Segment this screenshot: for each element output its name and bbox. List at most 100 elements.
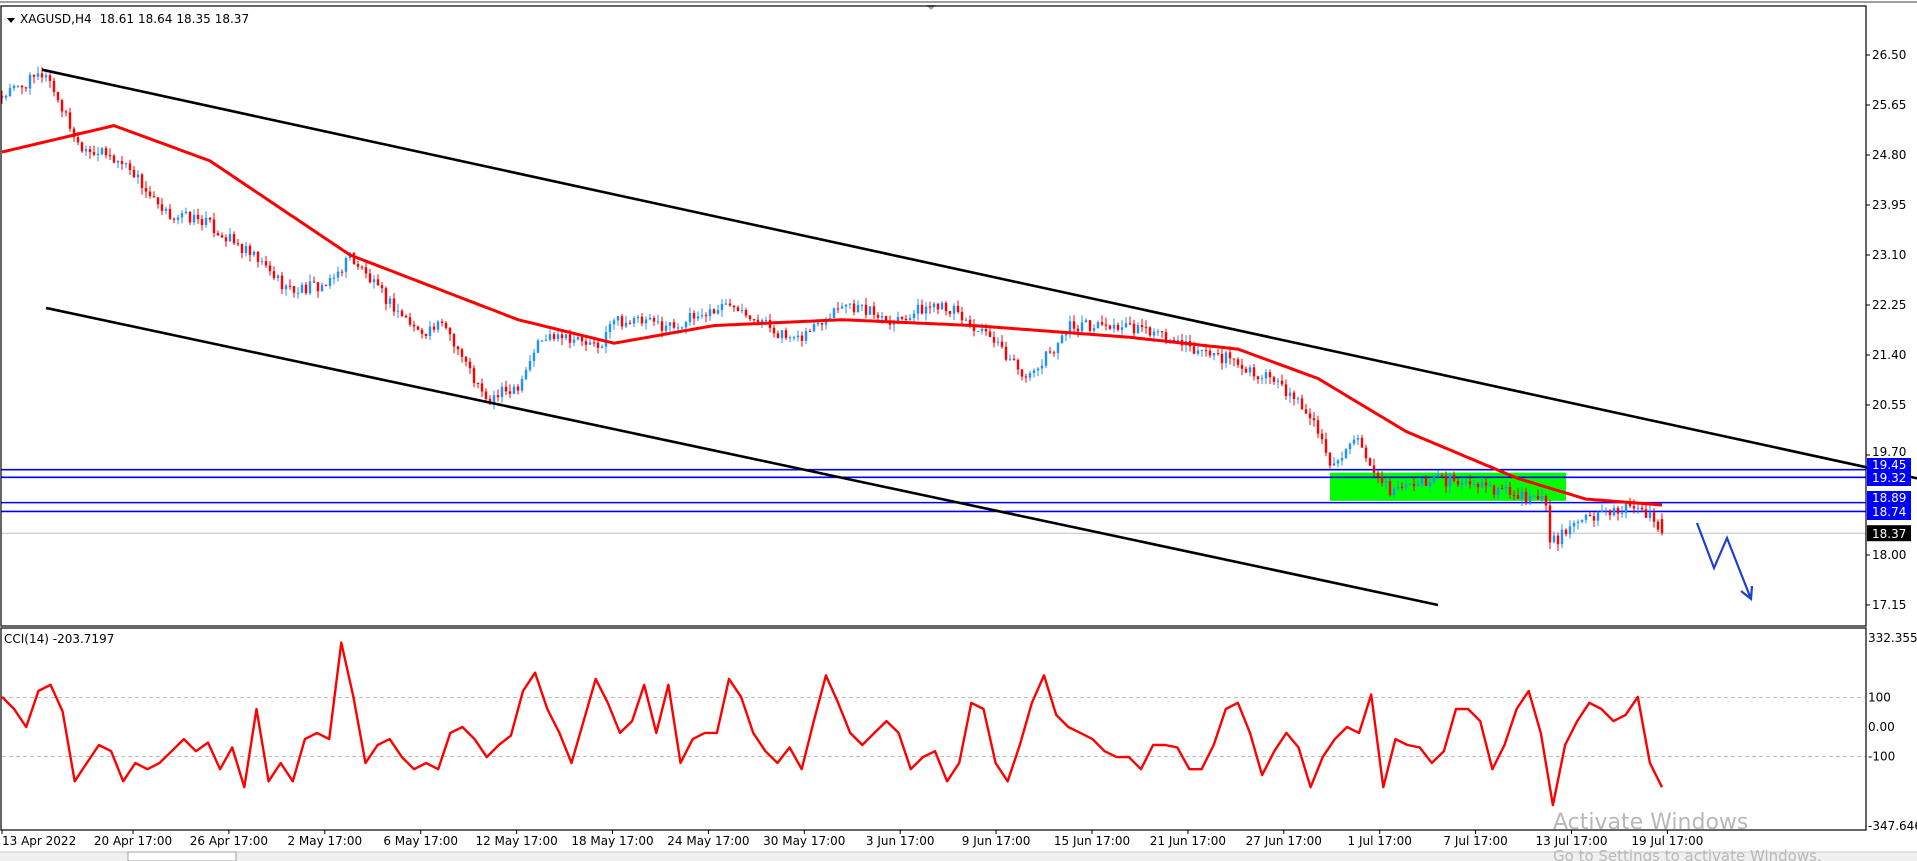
candle-body [868,306,872,315]
candle-body [488,398,492,403]
candle-body [1108,325,1112,329]
horizontal-levels[interactable] [1,468,1866,534]
candle-body [668,322,672,326]
candle-body [364,267,368,274]
candle-body [1284,384,1288,397]
cci-tick-label: 100 [1868,691,1891,705]
time-tick-label: 21 Jun 17:00 [1150,834,1226,848]
level-price-label: 18.74 [1872,505,1906,519]
candle-body [1488,485,1492,487]
candle-body [988,331,992,338]
candle-body [584,341,588,345]
candle-body [1020,369,1024,377]
chart-tab-active[interactable] [127,851,237,861]
candle-body [196,214,200,220]
candle-body [1040,365,1044,369]
candle-body [312,281,316,283]
candle-body [456,346,460,350]
candle-body [1316,420,1320,434]
candle-body [700,315,704,317]
candle-body [1372,465,1376,473]
candle-body [852,303,856,313]
candle-body [792,337,796,339]
level-price-badge [1867,458,1911,486]
candle-body [1256,376,1260,380]
candle-body [40,73,44,78]
candle-body [600,346,604,348]
trendlines[interactable] [41,68,1917,607]
candle-body [872,306,876,315]
time-tick-label: 2 May 17:00 [287,834,362,848]
bearish-arrow-drawing[interactable] [1695,522,1754,602]
time-tick-label: 15 Jun 17:00 [1054,834,1130,848]
candles [0,66,1664,551]
candle-body [716,310,720,314]
candle-body [992,337,996,343]
candle-body [1564,529,1568,535]
candle-body [228,234,232,242]
activate-windows-subtitle: Go to Settings to activate Windows. [1553,847,1822,861]
candle-body [232,234,236,244]
candle-body [1260,378,1264,380]
cci-indicator: 332.355 100 0.00 -100 -347.646 [1,631,1917,833]
time-tick-label: 13 Jul 17:00 [1536,834,1608,848]
candle-body [484,391,488,399]
candle-body [784,330,788,339]
candle-body [524,369,528,380]
level-price-label: 19.32 [1872,471,1906,485]
candle-body [1144,327,1148,329]
candle-body [580,337,584,342]
candle-body [1504,486,1508,489]
candle-body [400,310,404,316]
trendline-lower[interactable] [45,306,1439,607]
candle-body [968,319,972,326]
candle-body [1592,516,1596,521]
candle-body [1172,339,1176,342]
candle-body [1264,372,1268,379]
candle-body [52,80,56,93]
candle-body [504,386,508,392]
candle-body [1420,478,1424,485]
candle-body [1032,370,1036,374]
candle-body [176,217,180,220]
candle-body [1444,475,1448,487]
candle-body [256,251,260,262]
candle-body [1424,478,1428,486]
candle-body [928,306,932,308]
candle-body [1228,352,1232,359]
candle-body [1628,503,1632,507]
candle-body [1288,392,1292,397]
candle-body [1332,463,1336,466]
candle-body [980,329,984,331]
candle-body [1440,475,1444,477]
candle-body [1492,485,1496,495]
candle-body [1044,351,1048,366]
collapse-triangle-icon[interactable] [7,18,15,23]
candle-body [864,304,868,315]
chart-tabs-bar[interactable] [0,852,1917,861]
candle-body [236,243,240,245]
candle-body [308,281,312,294]
trendline-upper[interactable] [41,68,1917,480]
candle-body [496,395,500,398]
candle-body [1092,328,1096,331]
candle-body [1252,367,1256,377]
candle-body [796,335,800,338]
candle-body [252,251,256,255]
time-tick-label: 18 May 17:00 [571,834,653,848]
candle-body [124,163,128,165]
candle-body [1048,351,1052,353]
candle-body [156,197,160,205]
candle-body [1024,376,1028,378]
candle-body [508,391,512,394]
time-tick-label: 6 May 17:00 [383,834,458,848]
candle-body [0,96,4,98]
time-tick-label: 19 Jul 17:00 [1631,834,1703,848]
candle-body [788,337,792,339]
candle-body [896,316,900,322]
candle-body [1060,335,1064,344]
candle-body [620,316,624,327]
level-price-label: 19.45 [1872,458,1906,472]
candle-body [764,320,768,322]
